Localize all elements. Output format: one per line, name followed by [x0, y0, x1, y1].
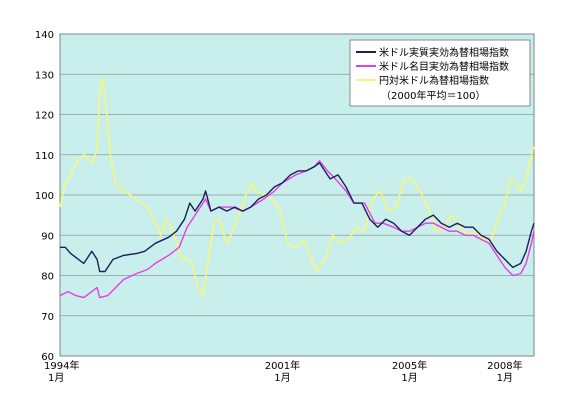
y-tick-label: 80 [41, 272, 54, 283]
y-tick-label: 130 [35, 70, 54, 81]
x-tick-month: 1月 [48, 372, 64, 384]
series-lines [59, 77, 535, 299]
y-tick-label: 70 [41, 312, 54, 323]
series-line-real [60, 162, 535, 273]
y-tick-label: 100 [35, 191, 54, 202]
y-tick-label: 140 [35, 30, 54, 41]
y-tick-label: 120 [35, 111, 54, 122]
y-axis-ticks: 60 70 80 90 100 110 120 130 140 [35, 30, 54, 363]
legend: 米ドル実質実効為替相場指数 米ドル名目実効為替相場指数 円対米ドル為替相場指数 … [349, 39, 531, 107]
legend-label-yen: 円対米ドル為替相場指数 [379, 74, 489, 87]
legend-box [349, 39, 531, 107]
legend-label-real: 米ドル実質実効為替相場指数 [379, 46, 509, 59]
legend-note: （2000年平均＝100） [381, 89, 486, 102]
x-tick-year: 2001年 [265, 359, 300, 372]
x-tick-year: 2005年 [392, 359, 427, 372]
x-tick-year: 1994年 [44, 359, 79, 372]
x-tick-year: 2008年 [487, 359, 522, 372]
y-tick-label: 110 [35, 151, 54, 162]
y-tick-label: 90 [41, 231, 54, 242]
x-tick-month: 1月 [401, 372, 417, 384]
x-tick-month: 1月 [274, 372, 290, 384]
y-tick-label: 60 [41, 352, 54, 363]
x-tick-month: 1月 [497, 372, 513, 384]
legend-label-nominal: 米ドル名目実効為替相場指数 [379, 60, 509, 73]
